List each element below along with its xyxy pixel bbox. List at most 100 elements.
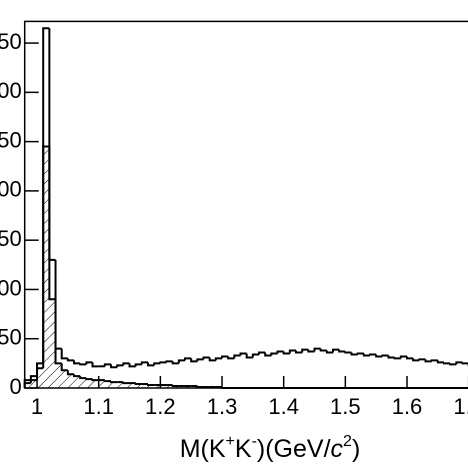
plot-area: 0 50 100 150 200 250 300 350 1 1.1 1.2 1.3 1.4 1.5 1.6… (0, 20, 468, 419)
histogram-step (171, 385, 179, 388)
y-tick-label: 350 (0, 29, 22, 54)
histogram-step (214, 357, 223, 361)
histogram-step (60, 363, 68, 372)
hatched-bin (129, 383, 136, 388)
x-tick-label: 1.1 (83, 394, 114, 419)
x-axis-label-part: c (331, 435, 344, 463)
hatched-bin (117, 382, 124, 388)
histogram-step (196, 358, 204, 362)
histogram-step (424, 359, 432, 363)
histogram-step (177, 359, 186, 364)
histogram-step (406, 356, 414, 360)
histogram-step (147, 384, 155, 387)
histogram-step (443, 362, 451, 365)
histogram-step (110, 381, 118, 384)
histogram-step (73, 360, 81, 365)
histogram-step (356, 352, 364, 355)
histogram-step (387, 355, 395, 359)
hatched-bin (49, 299, 56, 388)
x-axis-label-part: + (226, 433, 235, 450)
histogram-step (245, 353, 253, 359)
hatched-bin (61, 370, 68, 388)
hatched-bin (123, 383, 130, 388)
hatched-bin (135, 384, 142, 388)
hatched-bin (30, 380, 38, 388)
y-tick-label: 150 (0, 226, 22, 251)
x-tick-label: 1.7 (453, 394, 468, 419)
histogram-step (122, 382, 130, 385)
hatched-bin (80, 378, 87, 388)
histogram-step (350, 352, 358, 356)
histogram-step (301, 348, 309, 353)
histogram-step (233, 354, 241, 359)
hatched-bin (74, 376, 81, 388)
hatched-bin (104, 381, 112, 388)
x-axis-label-part: K (235, 435, 252, 463)
histogram-step (270, 352, 278, 356)
hatched-bin (166, 385, 173, 388)
histogram-step (344, 351, 352, 354)
hatched-bin (111, 382, 118, 388)
histogram-step (147, 362, 155, 367)
y-tick-label: 100 (0, 275, 22, 300)
histogram-step (116, 364, 124, 368)
histogram-step (295, 350, 303, 354)
x-axis-label: M(K+K-)(GeV/c2) (180, 433, 361, 463)
histogram-step (375, 354, 383, 358)
x-tick-label: 1.3 (207, 394, 238, 419)
hatched-bin (24, 383, 31, 388)
hatched-bin (37, 368, 44, 388)
histogram-step (288, 349, 297, 354)
x-tick-label: 1.5 (330, 394, 361, 419)
histogram-step (221, 355, 229, 359)
histogram-step (73, 374, 81, 378)
histogram-step (190, 358, 198, 363)
histogram-step (430, 359, 438, 362)
hatched-bin (43, 146, 50, 388)
histogram-step (42, 145, 50, 369)
histogram-step (239, 352, 247, 356)
histogram-step (412, 358, 420, 362)
histogram-step (165, 360, 173, 363)
histogram-step (79, 363, 87, 366)
histogram-step (362, 353, 371, 357)
histogram-step (455, 361, 463, 365)
histogram-step (66, 370, 75, 376)
histogram-step (208, 357, 216, 362)
y-tick-label: 300 (0, 78, 22, 103)
x-tick-label: 1.2 (145, 394, 176, 419)
histogram-step (381, 354, 389, 357)
histogram-step (461, 362, 468, 365)
hatched-bin (86, 379, 93, 388)
histogram-step (91, 379, 99, 382)
histogram-step (393, 357, 401, 360)
y-tick-label: 200 (0, 177, 22, 202)
x-tick-label: 1.6 (392, 394, 423, 419)
histogram-step (29, 375, 38, 381)
histogram-step (134, 363, 142, 367)
histogram-step (227, 356, 235, 360)
y-tick-label: 0 (9, 374, 21, 399)
x-axis-label-part: )(GeV/ (257, 435, 331, 463)
histogram-step (307, 349, 315, 353)
histogram-step (60, 348, 68, 360)
x-axis-label-part: ) (352, 435, 360, 463)
histogram-step (79, 376, 87, 380)
histogram-step (85, 361, 93, 365)
histogram-step (184, 357, 192, 361)
x-axis-label-part: 2 (343, 433, 352, 450)
histogram-step (103, 363, 112, 367)
hatched-bin (141, 384, 149, 388)
histogram-step (91, 362, 99, 368)
hatched-bin (98, 380, 105, 388)
histogram-step (54, 299, 62, 365)
histogram-step (264, 352, 272, 357)
hatched-bin (154, 385, 161, 388)
histogram-step (48, 146, 56, 301)
hatched-bin (67, 374, 75, 388)
histogram-step (399, 355, 408, 359)
histogram-step (251, 353, 260, 358)
histogram-step (436, 360, 445, 364)
